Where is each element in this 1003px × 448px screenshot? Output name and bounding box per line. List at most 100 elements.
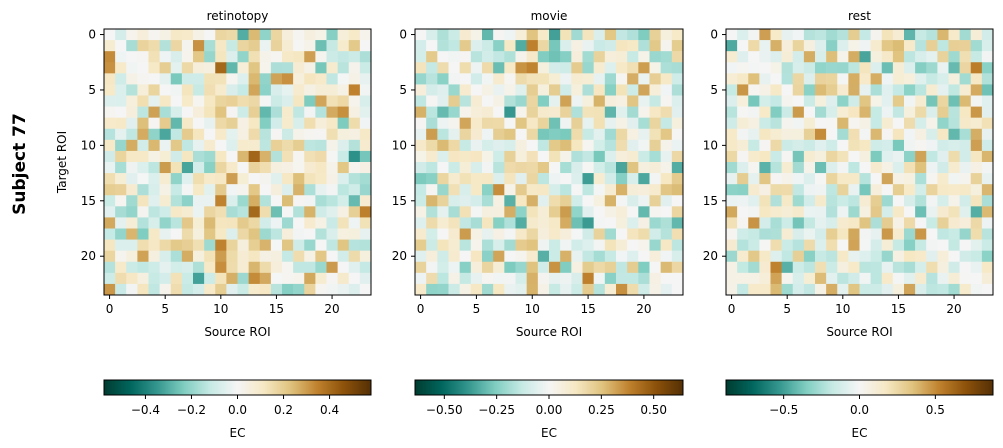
heatmap-cell (759, 228, 771, 240)
panel-title: rest (848, 9, 871, 23)
heatmap-cell (970, 84, 983, 96)
heatmap-cell (915, 128, 927, 141)
heatmap-cell (549, 51, 561, 63)
heatmap-cell (426, 162, 438, 174)
heatmap-cell (948, 106, 960, 118)
heatmap-cell (571, 106, 583, 118)
heatmap-cell (660, 228, 673, 240)
heatmap-cell (437, 73, 449, 85)
heatmap-cell (237, 139, 249, 152)
heatmap-cell (326, 128, 338, 141)
heatmap-cell (415, 51, 427, 63)
heatmap-cell (470, 195, 483, 207)
heatmap-cell (359, 150, 372, 163)
heatmap-cell (660, 195, 673, 207)
heatmap-cell (926, 139, 938, 152)
heatmap-cell (627, 29, 639, 41)
heatmap-cell (649, 73, 661, 85)
heatmap-cell (571, 128, 583, 141)
heatmap-cell (293, 139, 305, 152)
heatmap-cell (270, 84, 283, 96)
heatmap-cell (848, 84, 860, 96)
y-tick-label: 5 (88, 83, 96, 97)
heatmap-cell (515, 206, 527, 218)
heatmap-cell (671, 106, 684, 118)
heatmap-cell (248, 40, 261, 52)
heatmap-cell (937, 162, 949, 174)
heatmap-cell (803, 117, 816, 130)
heatmap-cell (470, 29, 483, 41)
heatmap-cell (826, 283, 838, 296)
heatmap-cell (526, 184, 539, 196)
heatmap-cell (604, 283, 617, 296)
heatmap-cell (526, 150, 539, 163)
heatmap-cell (193, 250, 205, 263)
colorbar-label: EC (541, 426, 557, 440)
heatmap-cell (915, 117, 927, 130)
heatmap-cell (792, 62, 805, 74)
axes-frame (725, 28, 994, 296)
heatmap-cell (482, 272, 494, 285)
heatmap-cell (159, 250, 172, 263)
heatmap-cell (549, 283, 561, 296)
heatmap-cell (848, 95, 860, 107)
heatmap-cell (159, 150, 172, 163)
heatmap-cell (649, 272, 661, 285)
heatmap-cell (649, 162, 661, 174)
heatmap-cell (448, 150, 460, 163)
heatmap-cell (803, 84, 816, 96)
heatmap-cell (126, 184, 138, 196)
heatmap-cell (493, 51, 505, 63)
heatmap-cell (792, 272, 805, 285)
heatmap-cell (815, 206, 827, 218)
y-tick-label: 15 (392, 194, 407, 208)
heatmap-cell (604, 250, 617, 263)
heatmap-cell (326, 51, 338, 63)
heatmap-cell (959, 139, 972, 152)
heatmap-cell (537, 62, 550, 74)
heatmap-cell (526, 73, 539, 85)
heatmap-cell (526, 283, 539, 296)
heatmap-cell (571, 261, 583, 274)
heatmap-cell (493, 128, 505, 141)
heatmap-cell (248, 73, 261, 85)
heatmap-cell (437, 195, 449, 207)
heatmap-cell (415, 239, 427, 251)
x-tick-label: 5 (783, 302, 791, 316)
heatmap-cell (204, 283, 216, 296)
heatmap-cell (970, 62, 983, 74)
heatmap-cell (660, 40, 673, 52)
heatmap-cell (904, 62, 916, 74)
heatmap-cell (315, 73, 327, 85)
heatmap-cell (881, 261, 894, 274)
heatmap-cell (870, 162, 883, 174)
heatmap-cell (616, 51, 628, 63)
heatmap-cell (627, 128, 639, 141)
heatmap-cell (593, 195, 606, 207)
heatmap-cell (926, 239, 938, 251)
heatmap-cell (259, 261, 272, 274)
heatmap-cell (282, 117, 294, 130)
heatmap-cell (115, 239, 127, 251)
heatmap-cell (616, 117, 628, 130)
heatmap-cell (937, 128, 949, 141)
heatmap-cell (215, 150, 227, 163)
heatmap-cell (270, 73, 283, 85)
heatmap-cell (259, 95, 272, 107)
heatmap-cell (959, 239, 972, 251)
heatmap-cell (926, 84, 938, 96)
heatmap-cell (660, 162, 673, 174)
heatmap-cell (881, 228, 894, 240)
heatmap-cell (126, 206, 138, 218)
heatmap-cell (582, 272, 594, 285)
heatmap-cell (837, 117, 849, 130)
heatmap-cell (660, 261, 673, 274)
heatmap-cell (115, 106, 127, 118)
heatmap-cell (104, 206, 116, 218)
heatmap-cell (781, 84, 794, 96)
x-tick-label: 10 (525, 302, 540, 316)
heatmap-cell (204, 228, 216, 240)
heatmap-cell (726, 184, 738, 196)
heatmap-cell (148, 128, 160, 141)
heatmap-cell (515, 40, 527, 52)
